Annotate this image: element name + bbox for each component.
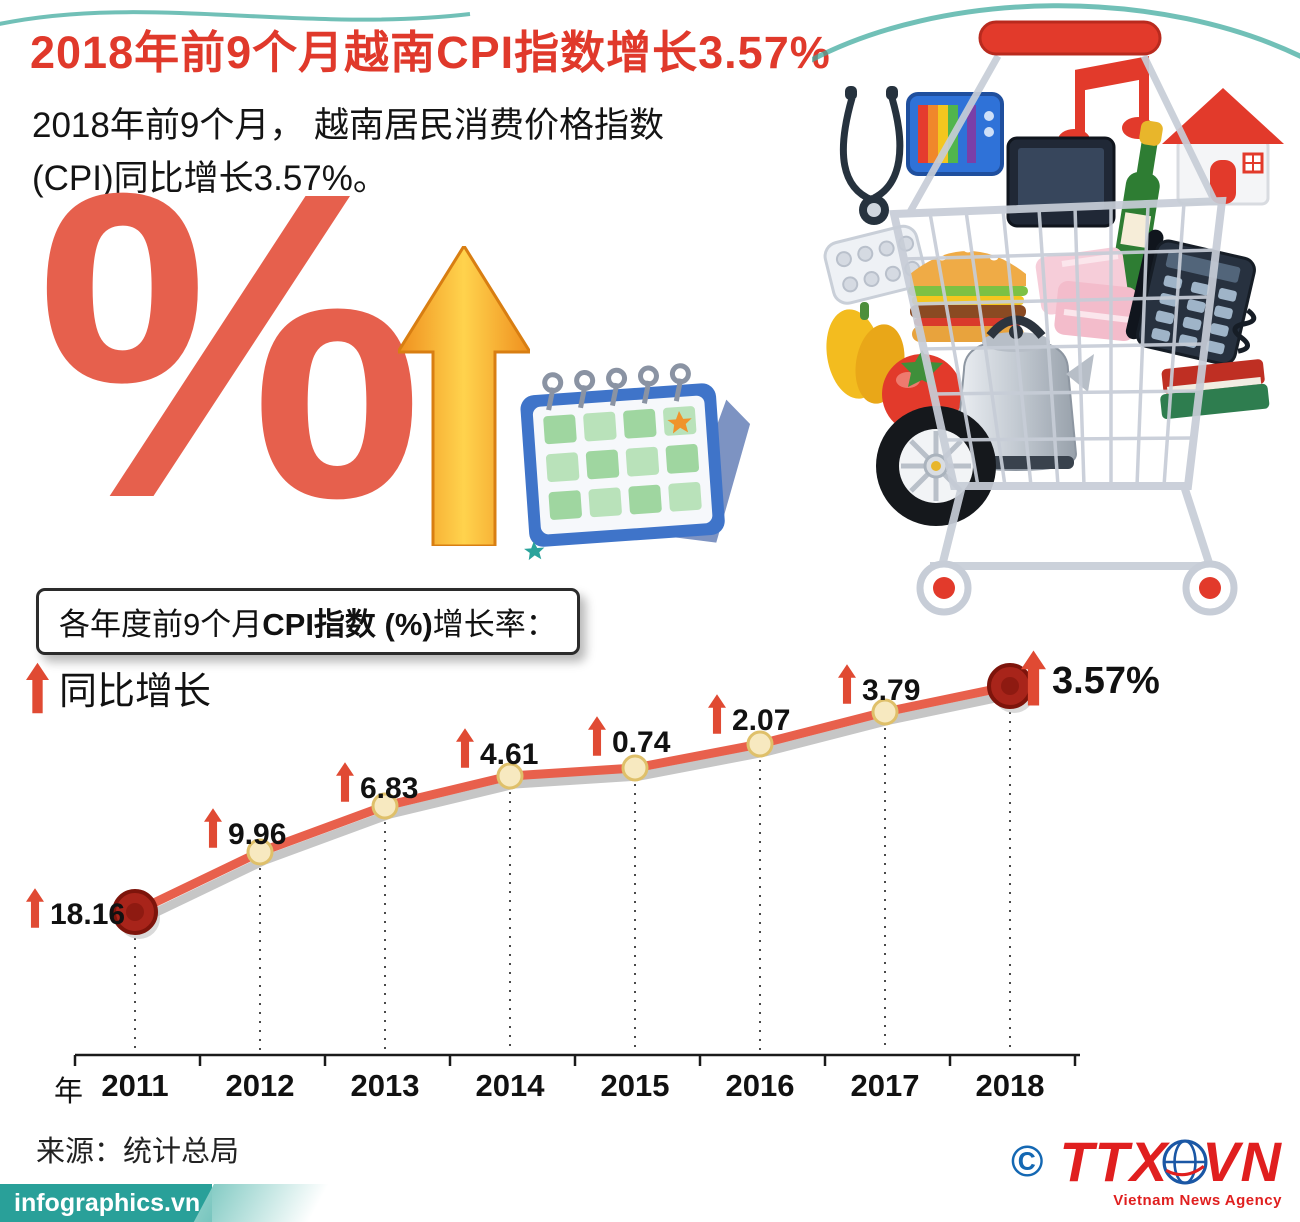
cart-wheel-right bbox=[1182, 560, 1238, 616]
intro-line-1: 2018年前9个月， 越南居民消费价格指数 bbox=[32, 106, 665, 145]
page-title: 2018年前9个月越南CPI指数增长3.57% bbox=[30, 27, 831, 78]
agency-wordmark-right: VN bbox=[1202, 1130, 1282, 1193]
star-icon bbox=[524, 541, 545, 561]
chart-heading-bold: CPI指数 (%) bbox=[262, 607, 433, 642]
cart-wheel-left bbox=[916, 560, 972, 616]
chart-heading-prefix: 各年度前9个月 bbox=[59, 607, 263, 642]
up-arrow-icon bbox=[398, 246, 530, 546]
house-icon bbox=[1162, 88, 1284, 206]
agency-logo-block: © TTX VN Vietnam News Agency bbox=[1011, 1130, 1282, 1210]
agency-wordmark-left: TTX bbox=[1059, 1130, 1169, 1193]
chart-heading-box: 各年度前9个月CPI指数 (%)增长率： bbox=[36, 588, 580, 655]
cart-frame bbox=[889, 54, 1227, 570]
teal-ribbon bbox=[812, 3, 1300, 63]
intro-line-2: (CPI)同比增长3.57%。 bbox=[32, 158, 388, 198]
x-axis-unit-label: 年 bbox=[54, 1076, 84, 1108]
shopping-cart-illustration bbox=[812, 3, 1300, 616]
source-note: 来源：统计总局 bbox=[36, 1136, 240, 1168]
legend-label: 同比增长 bbox=[59, 671, 212, 713]
cart-handle bbox=[978, 20, 1162, 56]
teal-ribbon-decoration bbox=[0, 10, 471, 26]
telephone-icon bbox=[1125, 229, 1257, 366]
site-banner-tail bbox=[193, 1184, 329, 1222]
chart-heading-suffix: 增长率： bbox=[432, 607, 557, 642]
intro-text: 2018年前9个月， 越南居民消费价格指数 (CPI)同比增长3.57%。 bbox=[32, 100, 664, 205]
agency-name: Vietnam News Agency bbox=[1113, 1192, 1282, 1209]
percent-symbol-graphic: % bbox=[36, 102, 424, 589]
stethoscope-icon bbox=[839, 86, 904, 225]
chart-legend: 同比增长 bbox=[26, 660, 211, 715]
up-arrow-icon bbox=[26, 662, 49, 713]
star-icon bbox=[667, 410, 692, 434]
site-banner[interactable]: infographics.vn bbox=[0, 1184, 212, 1222]
site-name[interactable]: infographics.vn bbox=[14, 1188, 201, 1217]
copyright-symbol: © bbox=[1011, 1137, 1044, 1186]
globe-icon bbox=[1162, 1139, 1208, 1185]
calendar-icon bbox=[520, 363, 751, 561]
